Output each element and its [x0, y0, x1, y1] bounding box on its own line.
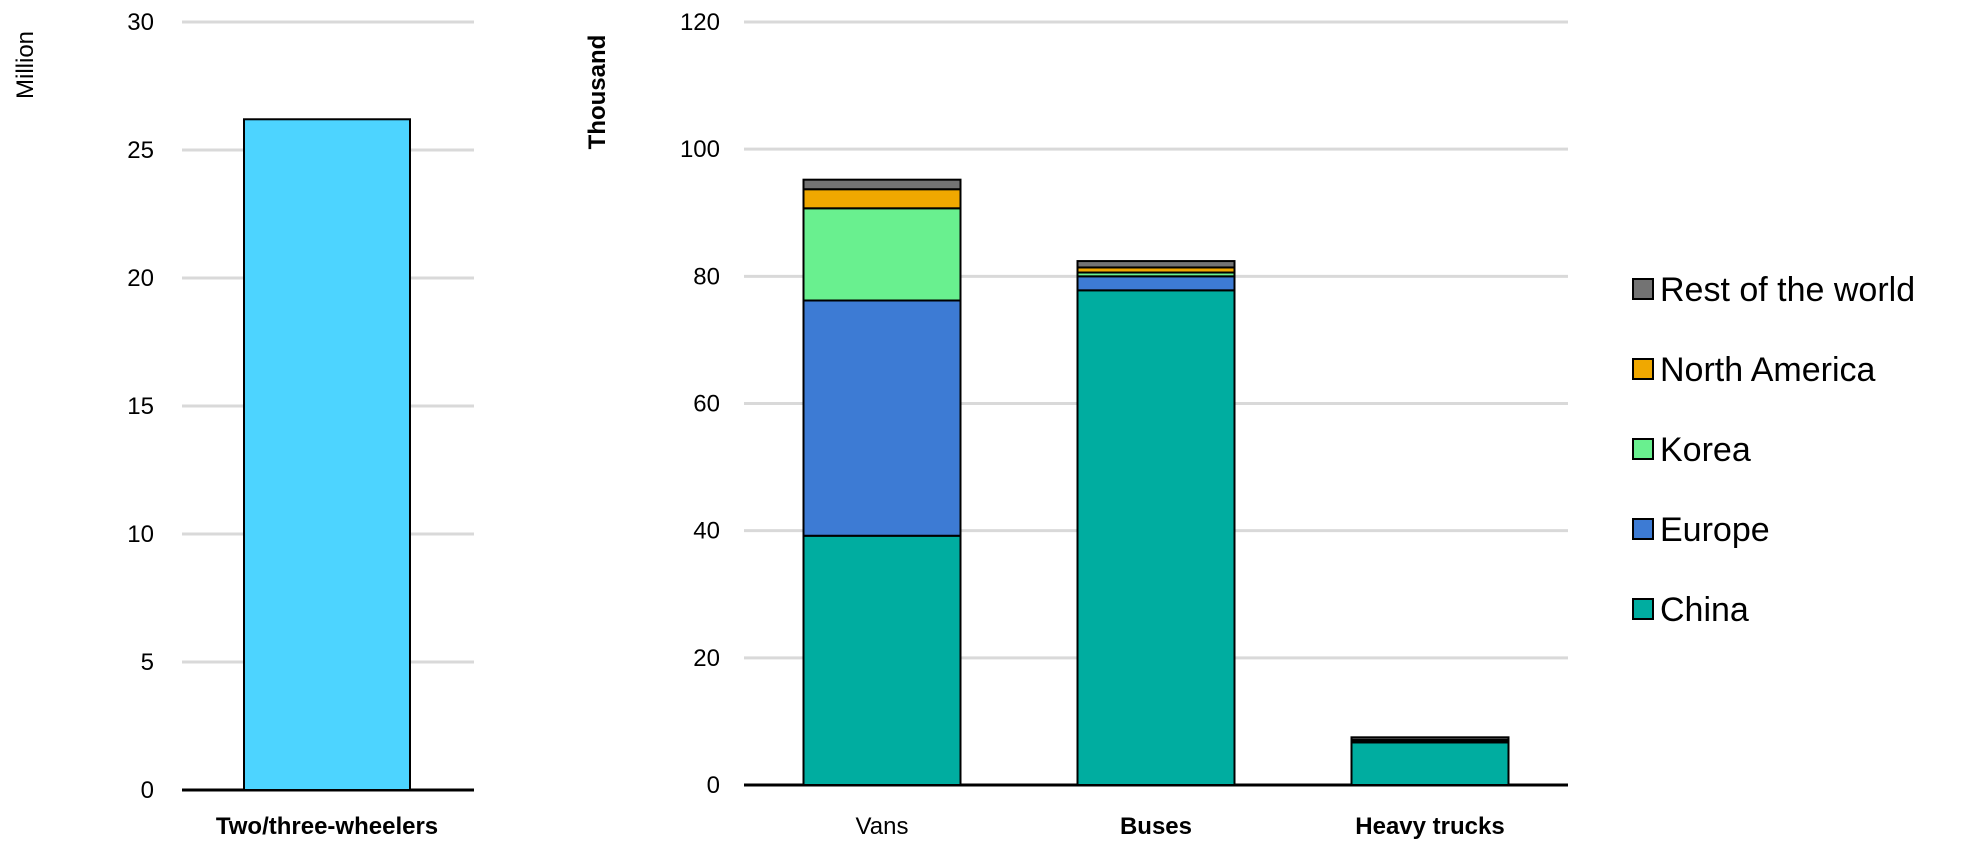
y-tick-label: 10 — [127, 521, 154, 548]
y-tick-label: 80 — [693, 263, 720, 290]
legend-label: Korea — [1660, 431, 1751, 469]
bar-segment-china — [802, 534, 962, 787]
legend-swatch — [1632, 438, 1654, 460]
bar-segment-rest-of-the-world — [1076, 260, 1236, 269]
bar-segment-korea — [802, 207, 962, 302]
x-category-label: Vans — [856, 813, 909, 840]
legend-item-rest-of-the-world: Rest of the world — [1632, 271, 1915, 309]
y-tick-label: 0 — [141, 777, 154, 804]
bar-segment-rest-of-the-world — [802, 178, 962, 191]
bar-two-three-wheelers — [243, 118, 411, 791]
bar-segment-europe — [802, 299, 962, 537]
legend-item-north-america: North America — [1632, 351, 1875, 389]
left-chart: Million 0 5 10 15 20 25 30 Two/three-wheelers — [12, 9, 474, 840]
bar-segment-china — [1350, 741, 1510, 787]
bar-segment-europe — [1076, 275, 1236, 292]
y-tick-label: 60 — [693, 391, 720, 418]
y-tick-label: 120 — [680, 9, 720, 36]
x-category-label: Buses — [1120, 813, 1192, 840]
y-tick-label: 30 — [127, 9, 154, 36]
legend-item-korea: Korea — [1632, 431, 1751, 469]
y-tick-label: 5 — [141, 649, 154, 676]
y-tick-label: 0 — [707, 772, 720, 799]
bar-segment-china — [1076, 289, 1236, 786]
legend-swatch — [1632, 598, 1654, 620]
legend-item-europe: Europe — [1632, 511, 1770, 549]
y-tick-label: 15 — [127, 393, 154, 420]
y-tick-label: 20 — [693, 645, 720, 672]
y-tick-label: 100 — [680, 136, 720, 163]
x-category-label: Two/three-wheelers — [216, 813, 438, 840]
legend-item-china: China — [1632, 591, 1749, 629]
y-tick-label: 20 — [127, 265, 154, 292]
legend-swatch — [1632, 278, 1654, 300]
legend-label: China — [1660, 591, 1749, 629]
right-chart: Thousand 0 20 40 60 80 100 120 Vans Buses Heavy t… — [584, 9, 1568, 840]
y-tick-label: 25 — [127, 137, 154, 164]
legend: Rest of the world North America Korea Europ… — [1632, 271, 1915, 629]
bar-segment-rest-of-the-world — [1350, 736, 1510, 741]
bar-segment-north-america — [802, 188, 962, 210]
y-tick-label: 40 — [693, 518, 720, 545]
legend-swatch — [1632, 518, 1654, 540]
legend-label: Rest of the world — [1660, 271, 1915, 309]
legend-label: North America — [1660, 351, 1875, 389]
x-category-label: Heavy trucks — [1355, 813, 1504, 840]
left-y-unit-label: Million — [12, 31, 39, 99]
legend-label: Europe — [1660, 511, 1770, 549]
right-y-unit-label: Thousand — [584, 35, 611, 150]
legend-swatch — [1632, 358, 1654, 380]
